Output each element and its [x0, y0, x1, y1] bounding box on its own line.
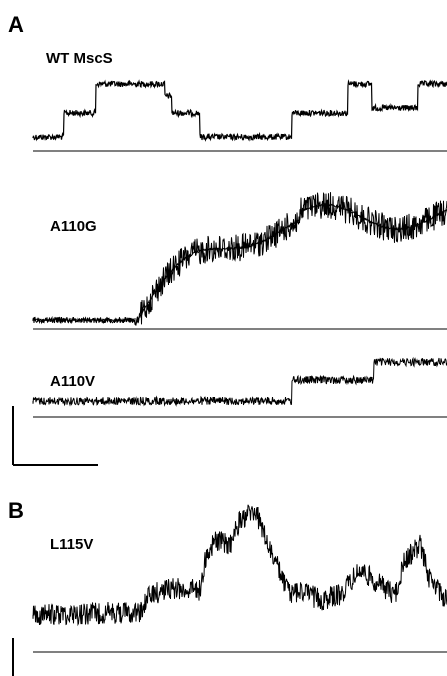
panel-letter-b: B — [8, 498, 24, 523]
trace-label-wt-mscs: WT MscS — [46, 50, 113, 67]
panel-letter-a: A — [8, 12, 24, 37]
trace-l115v — [32, 504, 447, 627]
baselines — [33, 150, 447, 653]
trace-label-l115v: L115V — [50, 536, 94, 553]
trace-label-a110g: A110G — [50, 218, 97, 235]
trace-a110g-baseline-noise — [32, 315, 136, 325]
scale-bars — [12, 406, 98, 676]
trace-a110g-noise — [134, 191, 447, 326]
trace-a110v — [32, 356, 447, 407]
trace-wt-mscs — [32, 79, 447, 142]
current-traces — [32, 79, 447, 627]
trace-label-a110v: A110V — [50, 373, 96, 390]
